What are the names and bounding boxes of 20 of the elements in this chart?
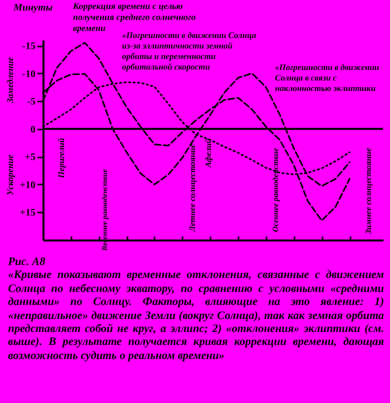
annotation: Летнее солнцестояние (187, 144, 197, 233)
annotation: Перигелий (56, 138, 66, 179)
y-tick-label: +5 (24, 152, 36, 164)
y-tick-label: -15 (22, 41, 36, 52)
text: «Кривые показывают временные отклонения, связанные с движением Солнца по небесному экватору, по сравнению с условными «средними данными» по Солнцу. Факторы, влияющие на это явление: 1) «неправильное» движение Земли (вокруг Солнца), так как земная орбита представляет собой не круг, а эллипс; 2) «отклонения» эклиптики (см. выше). В результате получается кривая коррекции времени, дающая возможность судить о реальном времени» (8, 269, 384, 364)
annotation: Зимнее солнцестояние (363, 148, 373, 236)
text: Коррекция времени с целью получения среднего солнечного времени (72, 1, 196, 33)
text: Рис. А8 (8, 256, 46, 270)
y-tick-label: 0 (30, 124, 36, 136)
y-tick-label: -5 (27, 96, 36, 108)
text: Замедление (5, 56, 15, 104)
annotation: «Погрешности в движении Солнца в связи с наклонностью эклиптики (275, 62, 380, 93)
y-tick-label: +15 (20, 208, 36, 219)
annotation: Афелий (203, 138, 213, 169)
y-axis-title: Минуты (12, 2, 53, 14)
annotation: Осеннее равноденствие (271, 148, 280, 232)
text: Ускорение (5, 154, 15, 196)
y-tick-label: +10 (20, 180, 36, 191)
y-tick-label: -10 (22, 68, 36, 80)
annotation: «Погрешности в движении Солнца из-за эллиптичности земной орбиты и переменности орбитальной скорости (122, 30, 257, 72)
